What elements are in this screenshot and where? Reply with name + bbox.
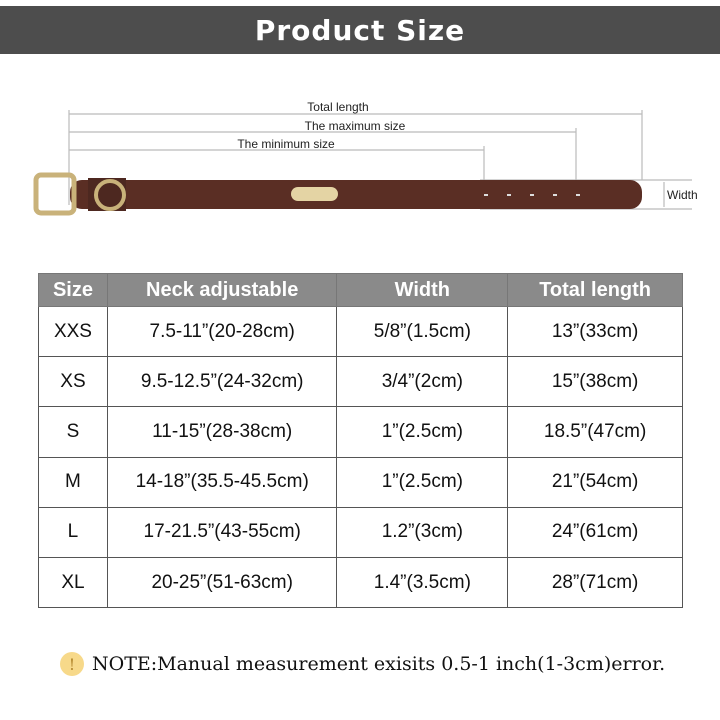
exclamation-icon: !	[60, 652, 84, 676]
cell-size: L	[38, 506, 108, 558]
cell-total-length: 18.5”(47cm)	[507, 406, 683, 458]
cell-width: 1”(2.5cm)	[336, 406, 509, 458]
total-length-label: Total length	[307, 100, 368, 114]
cell-neck: 7.5-11”(20-28cm)	[106, 305, 338, 358]
table-row: XXS 7.5-11”(20-28cm) 5/8”(1.5cm) 13”(33cm)	[38, 305, 683, 358]
table-header-row: Size Neck adjustable Width Total length	[38, 273, 683, 307]
width-label: Width	[667, 188, 698, 202]
note-text: NOTE:Manual measurement exisits 0.5-1 in…	[92, 653, 666, 675]
table-row: L 17-21.5”(43-55cm) 1.2”(3cm) 24”(61cm)	[38, 506, 683, 558]
header-width: Width	[336, 273, 509, 307]
note: ! NOTE:Manual measurement exisits 0.5-1 …	[60, 652, 665, 676]
cell-width: 1”(2.5cm)	[336, 456, 509, 508]
table-row: XL 20-25”(51-63cm) 1.4”(3.5cm) 28”(71cm)	[38, 556, 683, 609]
cell-width: 1.2”(3cm)	[336, 506, 509, 558]
minimum-size-label: The minimum size	[237, 137, 335, 151]
cell-total-length: 21”(54cm)	[507, 456, 683, 508]
cell-neck: 9.5-12.5”(24-32cm)	[106, 356, 338, 408]
cell-size: M	[38, 456, 108, 508]
cell-size: XS	[38, 356, 108, 408]
cell-size: XXS	[38, 305, 108, 358]
header-total-length: Total length	[507, 273, 683, 307]
maximum-size-label: The maximum size	[305, 119, 406, 133]
cell-width: 1.4”(3.5cm)	[336, 556, 509, 609]
cell-neck: 14-18”(35.5-45.5cm)	[106, 456, 338, 508]
header-size: Size	[38, 273, 108, 307]
table-row: S 11-15”(28-38cm) 1”(2.5cm) 18.5”(47cm)	[38, 406, 683, 458]
cell-neck: 11-15”(28-38cm)	[106, 406, 338, 458]
table-row: XS 9.5-12.5”(24-32cm) 3/4”(2cm) 15”(38cm)	[38, 356, 683, 408]
cell-total-length: 28”(71cm)	[507, 556, 683, 609]
cell-width: 3/4”(2cm)	[336, 356, 509, 408]
cell-neck: 17-21.5”(43-55cm)	[106, 506, 338, 558]
cell-total-length: 13”(33cm)	[507, 305, 683, 358]
cell-total-length: 24”(61cm)	[507, 506, 683, 558]
size-table: Size Neck adjustable Width Total length …	[38, 273, 683, 609]
cell-total-length: 15”(38cm)	[507, 356, 683, 408]
cell-width: 5/8”(1.5cm)	[336, 305, 509, 358]
cell-size: XL	[38, 556, 108, 609]
header-neck: Neck adjustable	[106, 273, 338, 307]
collar-image	[33, 172, 642, 216]
table-row: M 14-18”(35.5-45.5cm) 1”(2.5cm) 21”(54cm)	[38, 456, 683, 508]
collar-diagram: Total length The maximum size The minimu…	[33, 100, 698, 216]
cell-neck: 20-25”(51-63cm)	[106, 556, 338, 609]
title-banner: Product Size	[0, 6, 720, 54]
cell-size: S	[38, 406, 108, 458]
page-title: Product Size	[254, 13, 466, 47]
